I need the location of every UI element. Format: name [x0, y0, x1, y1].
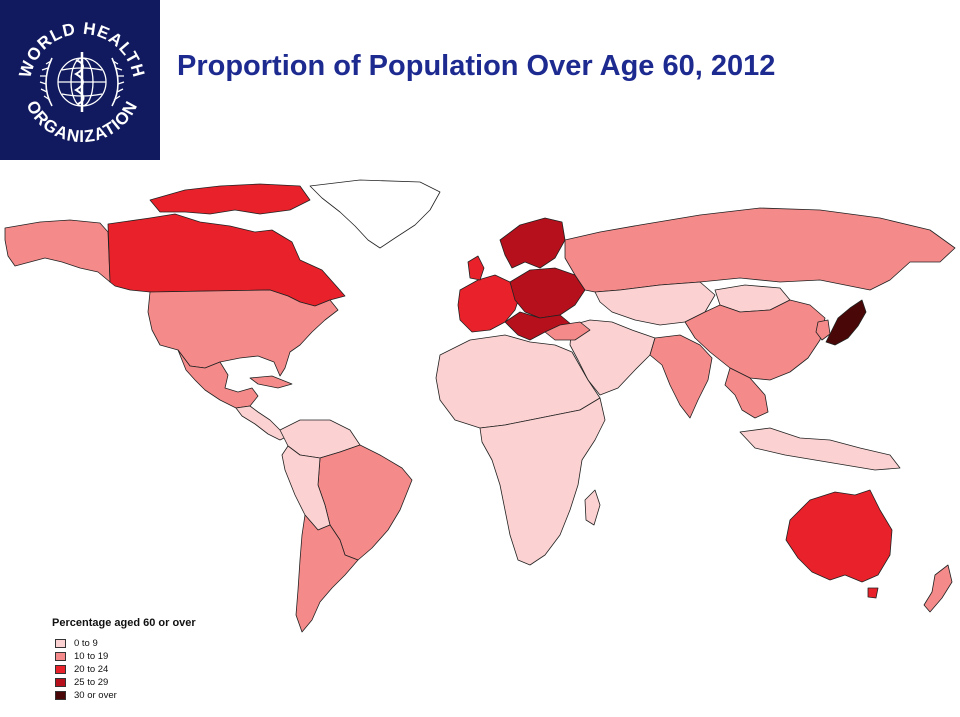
legend-swatch [55, 678, 66, 687]
legend-swatch [55, 691, 66, 700]
region-maritime-se-asia [739, 427, 901, 471]
region-china [684, 299, 826, 381]
region-madagascar [584, 489, 601, 526]
region-mexico [177, 349, 259, 409]
region-india [649, 334, 713, 419]
world-map [4, 179, 956, 633]
who-logo: WORLD HEALTH ORGANIZATION [0, 0, 160, 160]
region-europe-west [457, 274, 521, 333]
region-southern-cone [295, 514, 359, 633]
legend-item: 30 or over [52, 689, 196, 702]
legend-label: 25 to 29 [74, 677, 109, 688]
legend-item: 0 to 9 [52, 637, 196, 650]
legend-item: 20 to 24 [52, 663, 196, 676]
region-korea [815, 319, 831, 341]
region-caribbean [249, 375, 293, 389]
region-africa-south [479, 397, 606, 566]
region-europe-central [509, 267, 586, 319]
legend-swatch [55, 639, 66, 648]
region-russia [564, 207, 956, 293]
region-japan [825, 299, 867, 346]
region-alaska [4, 219, 111, 283]
region-usa [147, 289, 339, 377]
legend-label: 0 to 9 [74, 638, 98, 649]
region-tasmania [867, 587, 879, 599]
region-uk [467, 255, 485, 281]
page-title: Proportion of Population Over Age 60, 20… [177, 50, 776, 82]
legend-item: 10 to 19 [52, 650, 196, 663]
region-middle-east [569, 319, 656, 396]
region-canada [107, 213, 346, 307]
legend-label: 30 or over [74, 690, 117, 701]
region-central-america [235, 405, 289, 441]
legend-title: Percentage aged 60 or over [52, 617, 196, 629]
legend-item: 25 to 29 [52, 676, 196, 689]
who-emblem-icon: WORLD HEALTH ORGANIZATION [15, 19, 147, 147]
legend-label: 20 to 24 [74, 664, 109, 675]
region-arctic-islands [149, 183, 311, 215]
region-scandinavia [499, 217, 566, 269]
legend: Percentage aged 60 or over 0 to 9 10 to … [52, 617, 196, 702]
legend-swatch [55, 665, 66, 674]
region-southeast-asia [724, 367, 769, 419]
legend-label: 10 to 19 [74, 651, 109, 662]
region-australia [785, 489, 893, 583]
region-new-zealand [923, 564, 953, 613]
region-greenland [309, 179, 441, 249]
legend-swatch [55, 652, 66, 661]
legend-items: 0 to 9 10 to 19 20 to 24 25 to 29 30 or … [52, 637, 196, 702]
region-turkey [544, 321, 591, 341]
